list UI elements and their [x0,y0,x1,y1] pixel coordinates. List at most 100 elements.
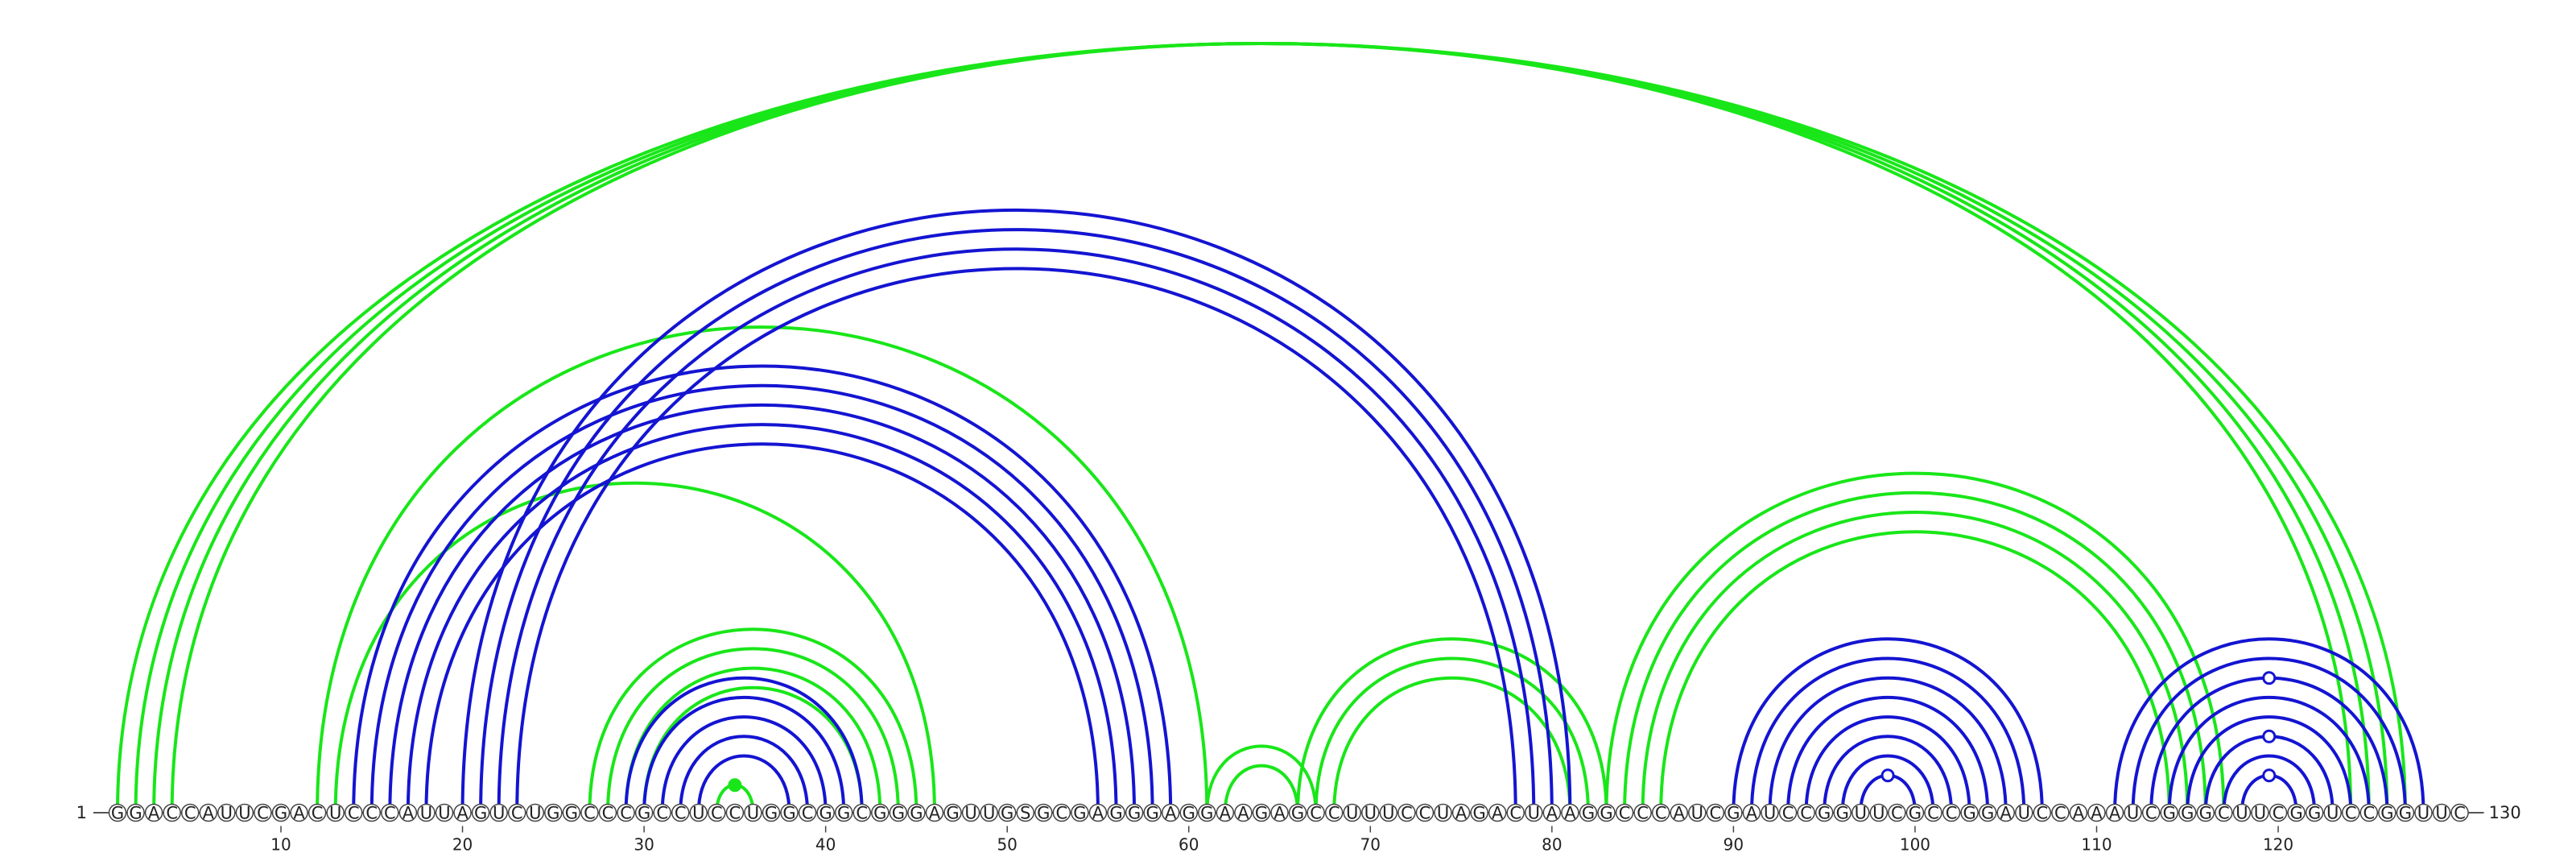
nucleotide-circle [1361,803,1380,822]
nucleotide: U [326,804,345,823]
nucleotide-letter: C [2454,804,2466,823]
nucleotide-circle [271,803,291,822]
nucleotide-letter: C [729,804,741,823]
nucleotide: G [889,804,908,823]
nucleotide-circle [2105,803,2124,822]
nucleotide: U [435,804,454,823]
blue-pair-arc [460,209,1572,814]
nucleotide-circle [1852,803,1870,822]
nucleotide-circle [1324,803,1344,822]
nucleotide-letter: G [1600,804,1612,823]
nucleotide-circle [1252,803,1271,822]
nucleotide-letter: G [1183,804,1195,823]
nucleotide: C [1052,804,1071,823]
nucleotide: C [671,804,690,823]
nucleotide: C [2450,804,2469,823]
nucleotide-circle [398,803,418,822]
green-pair-arc [116,42,2407,814]
nucleotide: C [617,804,635,823]
nucleotide-letter: G [837,804,850,823]
nucleotide-letter: A [1455,804,1468,823]
nucleotide-letter: G [819,804,832,823]
nucleotide-letter: G [765,804,778,823]
nucleotide-letter: C [2054,804,2066,823]
nucleotide-circle [1071,803,1089,822]
nucleotide-circle [2215,803,2233,822]
nucleotide-circle [2359,803,2379,822]
nucleotide: A [1742,803,1761,823]
nucleotide: A [453,804,472,823]
nucleotide-letter: G [910,804,923,823]
nucleotide-letter: A [402,804,415,823]
nucleotide-letter: G [1836,804,1849,823]
nucleotide: G [2178,803,2197,823]
nucleotide-letter: C [711,804,723,823]
nucleotide: A [2069,803,2088,823]
nucleotide-circle [180,803,200,822]
nucleotide-letter: U [1528,804,1540,823]
nucleotide: A [1161,804,1180,823]
nucleotide-circle [1434,803,1452,822]
nucleotide-letter: U [329,804,341,823]
nucleotide-circle [708,803,726,822]
nucleotide: U [2015,804,2033,823]
nucleotide: C [1307,803,1325,823]
nucleotide-letter: C [656,804,668,823]
nucleotide-circle [1579,803,1598,822]
nucleotide-letter: A [2109,804,2121,823]
nucleotide-letter: U [438,804,450,823]
nucleotide: A [1542,804,1562,823]
nucleotide-letter: G [873,804,886,823]
nucleotide-circle [1706,803,1725,822]
blue-pair-arc [424,442,1100,814]
nucleotide-letter: G [1128,804,1141,823]
nucleotide-letter: G [1291,804,1304,823]
nucleotide-letter: C [1655,804,1667,823]
nucleotide-letter: C [384,804,396,823]
nucleotide-letter: C [602,804,614,823]
nucleotide-circle [2069,803,2088,822]
blue-pair-arc [1804,715,1971,814]
nucleotide: U [980,804,998,823]
green-pair-arc [1314,656,1590,814]
tick-label: 10 [270,835,291,855]
nucleotide-circle [290,803,308,822]
nucleotide-letter: G [1073,804,1086,823]
blue-pair-arc [1768,676,2008,814]
nucleotide-letter: G [565,804,578,823]
nucleotide: A [398,803,418,823]
nucleotide-circle [1633,803,1652,822]
nucleotide-letter: G [1001,804,1013,823]
tick-label: 40 [815,835,836,855]
nucleotide-letter: C [620,804,632,823]
nucleotide-circle [1869,803,1889,822]
nucleotide-circle [417,803,436,822]
nucleotide-letter: C [1782,804,1794,823]
nucleotide: U [417,803,436,823]
nucleotide-circle [1307,803,1325,822]
blue-pair-arc [2131,656,2407,814]
nucleotide: C [798,804,817,823]
nucleotide-letter: G [1037,804,1050,823]
blue-pair-arc [515,267,1517,814]
nucleotide: A [1270,804,1289,823]
nucleotide-circle [1924,803,1942,822]
tick-label: 110 [2081,835,2112,855]
nucleotide-circle [2178,803,2197,822]
nucleotide-circle [163,803,181,822]
nucleotide: U [1869,803,1889,823]
nucleotide: U [526,804,545,823]
nucleotide: U [2232,804,2252,823]
nucleotide: G [762,804,781,823]
nucleotide-circle [1742,803,1761,822]
blue-pair-arc [406,423,1118,814]
nucleotide-circle [834,803,853,822]
nucleotide-letter: C [856,804,868,823]
nucleotide: C [1324,803,1344,823]
nucleotide-circle [362,803,382,822]
nucleotide-circle [1960,803,1979,822]
nucleotide-circle [2051,803,2070,822]
nucleotide: G [871,804,890,823]
blue-pair-arc [2113,637,2425,814]
